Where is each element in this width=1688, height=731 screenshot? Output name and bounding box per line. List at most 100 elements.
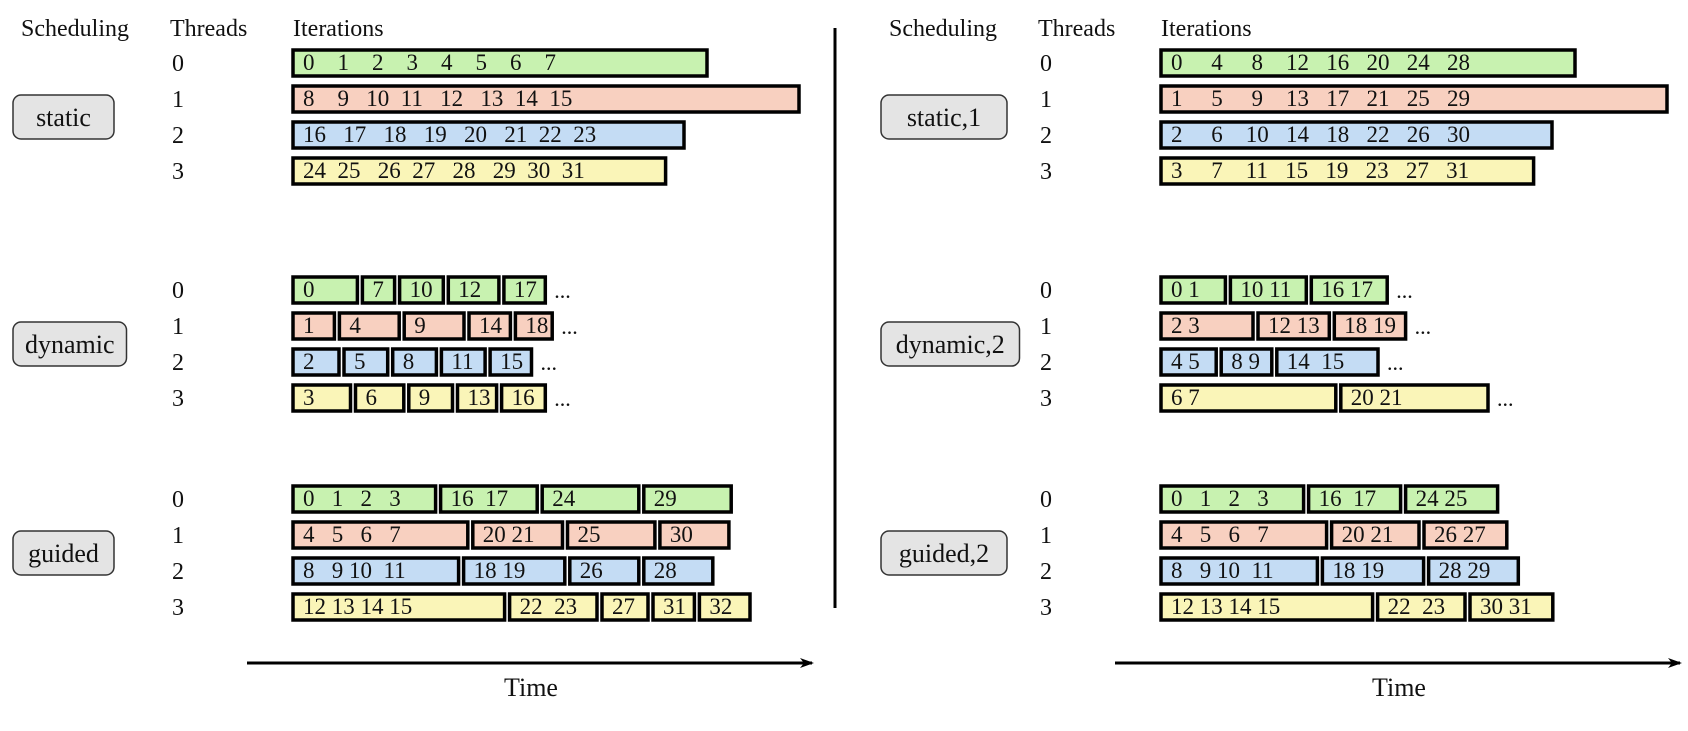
iteration-block [1159, 84, 1669, 114]
thread-number: 0 [172, 51, 184, 77]
thread-number: 2 [172, 350, 184, 376]
iteration-block-label: 24 25 26 27 28 29 30 31 [303, 158, 585, 183]
iteration-block-label: 16 17 [1321, 277, 1373, 302]
iteration-block [438, 484, 539, 514]
iteration-block-label: 32 [709, 594, 732, 619]
continuation-ellipsis: ... [561, 314, 578, 339]
iteration-block-label: 0 1 2 3 [303, 486, 401, 511]
iteration-block-label: 0 1 2 3 [1171, 486, 1269, 511]
iteration-block [1275, 347, 1380, 377]
iteration-block-label: 8 [403, 349, 415, 374]
iteration-block-label: 18 19 [474, 558, 526, 583]
iteration-block-label: 14 [479, 313, 503, 338]
header-iterations: Iterations [1161, 16, 1252, 42]
iteration-block [291, 347, 341, 377]
schedule-label-guided-2: guided,2 [899, 539, 989, 568]
iteration-block [1159, 520, 1329, 550]
schedule-label-dynamic: dynamic [25, 330, 115, 359]
iteration-block-label: 0 4 8 12 16 20 24 28 [1171, 50, 1470, 75]
iteration-block [642, 484, 733, 514]
iteration-block [1159, 120, 1554, 150]
iteration-block [499, 383, 548, 413]
iteration-block [642, 556, 715, 586]
thread-number: 1 [1040, 314, 1052, 340]
iteration-block-label: 0 1 2 3 4 5 6 7 [303, 50, 556, 75]
iteration-block-label: 24 [552, 486, 576, 511]
iteration-block [360, 275, 397, 305]
thread-number: 1 [172, 87, 184, 113]
iteration-block [455, 383, 499, 413]
iteration-block-label: 16 17 [451, 486, 509, 511]
iteration-block-label: 2 3 [1171, 313, 1200, 338]
iteration-block-label: 18 [525, 313, 548, 338]
iteration-block-label: 4 [349, 313, 361, 338]
thread-number: 1 [172, 523, 184, 549]
iteration-block [1159, 275, 1228, 305]
iteration-block-label: 28 29 [1439, 558, 1491, 583]
iteration-block-label: 28 [654, 558, 677, 583]
iteration-block-label: 20 21 [483, 522, 535, 547]
iteration-block-label: 26 27 [1434, 522, 1486, 547]
iteration-block [1422, 520, 1509, 550]
iteration-block-label: 4 5 6 7 [1171, 522, 1269, 547]
iteration-block [1375, 592, 1467, 622]
iteration-block [1306, 484, 1403, 514]
iteration-block-label: 1 5 9 13 17 21 25 29 [1171, 86, 1470, 111]
iteration-block [291, 120, 686, 150]
iteration-block [1159, 484, 1306, 514]
schedule-label-static-1: static,1 [907, 103, 981, 132]
iteration-block-label: 16 [512, 385, 535, 410]
thread-number: 3 [1040, 595, 1052, 621]
iteration-block [568, 556, 641, 586]
iteration-block [1159, 48, 1577, 78]
iteration-block-label: 22 23 [1388, 594, 1446, 619]
iteration-block-label: 7 [372, 277, 384, 302]
iteration-block-label: 12 13 14 15 [1171, 594, 1280, 619]
iteration-block-label: 17 [514, 277, 537, 302]
iteration-block-label: 1 [303, 313, 315, 338]
iteration-block [1159, 556, 1320, 586]
iteration-block-label: 9 [414, 313, 426, 338]
iteration-block-label: 0 1 [1171, 277, 1200, 302]
iteration-block [1159, 383, 1338, 413]
header-scheduling: Scheduling [889, 16, 997, 42]
continuation-ellipsis: ... [1415, 314, 1432, 339]
iteration-block [291, 275, 360, 305]
iteration-block [402, 311, 466, 341]
iteration-block-label: 13 [468, 385, 491, 410]
iteration-block [1332, 311, 1408, 341]
iteration-block [291, 556, 461, 586]
iteration-block-label: 25 [578, 522, 601, 547]
iteration-block-label: 15 [500, 349, 523, 374]
iteration-block-label: 20 21 [1342, 522, 1394, 547]
time-label: Time [504, 673, 558, 702]
iteration-block [1403, 484, 1500, 514]
iteration-block [600, 592, 650, 622]
iteration-block [1256, 311, 1332, 341]
iteration-block [540, 484, 641, 514]
schedule-label-box-static [12, 94, 115, 140]
iteration-block [291, 84, 801, 114]
iteration-block-label: 10 11 [1240, 277, 1291, 302]
thread-number: 3 [1040, 159, 1052, 185]
iteration-block [651, 592, 697, 622]
iteration-block [1159, 347, 1218, 377]
iteration-block [291, 48, 709, 78]
continuation-ellipsis: ... [554, 278, 571, 303]
iteration-block-label: 30 31 [1480, 594, 1532, 619]
time-label: Time [1372, 673, 1426, 702]
thread-number: 0 [1040, 278, 1052, 304]
continuation-ellipsis: ... [1497, 386, 1514, 411]
iteration-block-label: 3 7 11 15 19 23 27 31 [1171, 158, 1469, 183]
schedule-label-static: static [36, 103, 91, 132]
continuation-ellipsis: ... [1396, 278, 1413, 303]
iteration-block [1159, 311, 1255, 341]
iteration-block-label: 8 9 10 11 12 13 14 15 [303, 86, 572, 111]
header-scheduling: Scheduling [21, 16, 129, 42]
thread-number: 0 [1040, 487, 1052, 513]
iteration-block [565, 520, 657, 550]
iteration-block [507, 592, 599, 622]
iteration-block [471, 520, 565, 550]
iteration-block-label: 14 15 [1287, 349, 1345, 374]
